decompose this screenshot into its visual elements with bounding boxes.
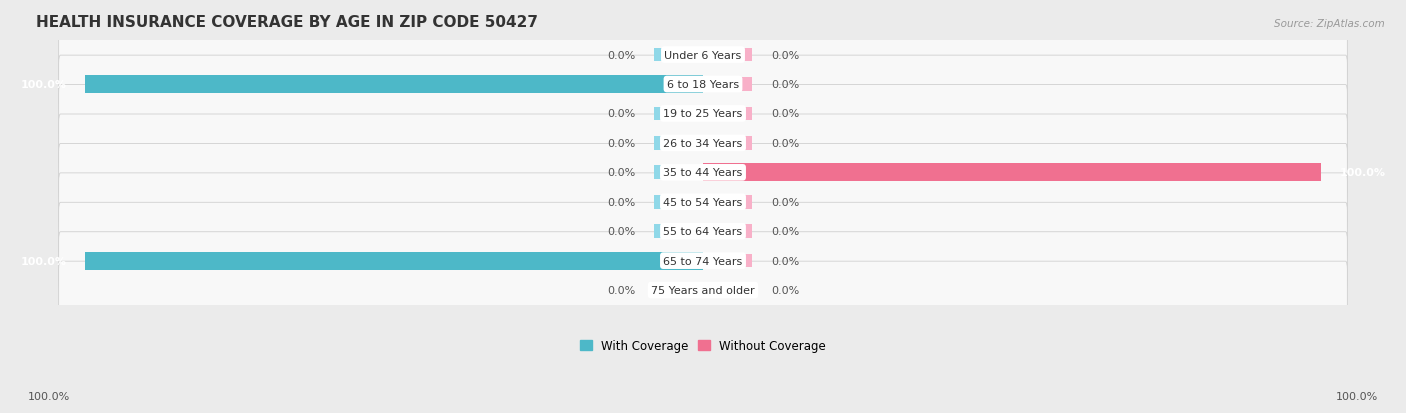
Bar — [654, 49, 703, 62]
Text: 0.0%: 0.0% — [607, 50, 636, 60]
Bar — [86, 252, 703, 270]
Text: 35 to 44 Years: 35 to 44 Years — [664, 168, 742, 178]
Text: 0.0%: 0.0% — [770, 139, 799, 149]
Text: 0.0%: 0.0% — [607, 168, 636, 178]
Text: 0.0%: 0.0% — [770, 197, 799, 207]
FancyBboxPatch shape — [59, 203, 1347, 261]
Text: 0.0%: 0.0% — [607, 139, 636, 149]
FancyBboxPatch shape — [59, 26, 1347, 84]
Text: Source: ZipAtlas.com: Source: ZipAtlas.com — [1274, 19, 1385, 28]
Text: 0.0%: 0.0% — [607, 197, 636, 207]
Text: 100.0%: 100.0% — [21, 80, 66, 90]
FancyBboxPatch shape — [59, 115, 1347, 172]
Text: 100.0%: 100.0% — [1340, 168, 1385, 178]
Text: Under 6 Years: Under 6 Years — [665, 50, 741, 60]
Text: 100.0%: 100.0% — [28, 391, 70, 401]
Text: 0.0%: 0.0% — [770, 285, 799, 295]
Text: 0.0%: 0.0% — [770, 256, 799, 266]
Text: 45 to 54 Years: 45 to 54 Years — [664, 197, 742, 207]
Text: 0.0%: 0.0% — [770, 80, 799, 90]
Bar — [86, 76, 703, 94]
Text: 0.0%: 0.0% — [770, 50, 799, 60]
FancyBboxPatch shape — [59, 232, 1347, 290]
Bar — [654, 195, 703, 209]
Text: 65 to 74 Years: 65 to 74 Years — [664, 256, 742, 266]
Bar — [654, 137, 703, 150]
Bar — [654, 225, 703, 238]
FancyBboxPatch shape — [59, 56, 1347, 114]
Text: 0.0%: 0.0% — [770, 109, 799, 119]
Text: 100.0%: 100.0% — [21, 256, 66, 266]
Bar — [703, 284, 752, 297]
FancyBboxPatch shape — [59, 144, 1347, 202]
Bar — [703, 164, 1320, 182]
Bar — [703, 78, 752, 92]
Text: 0.0%: 0.0% — [770, 227, 799, 237]
Text: 100.0%: 100.0% — [1336, 391, 1378, 401]
Text: 19 to 25 Years: 19 to 25 Years — [664, 109, 742, 119]
Text: 0.0%: 0.0% — [607, 227, 636, 237]
Text: HEALTH INSURANCE COVERAGE BY AGE IN ZIP CODE 50427: HEALTH INSURANCE COVERAGE BY AGE IN ZIP … — [35, 15, 537, 30]
Bar — [654, 107, 703, 121]
Text: 75 Years and older: 75 Years and older — [651, 285, 755, 295]
Text: 6 to 18 Years: 6 to 18 Years — [666, 80, 740, 90]
FancyBboxPatch shape — [59, 173, 1347, 231]
Bar — [703, 254, 752, 268]
Bar — [703, 107, 752, 121]
Bar — [703, 225, 752, 238]
Bar — [703, 49, 752, 62]
Text: 55 to 64 Years: 55 to 64 Years — [664, 227, 742, 237]
Bar — [703, 195, 752, 209]
Bar — [654, 166, 703, 180]
FancyBboxPatch shape — [59, 85, 1347, 143]
Text: 0.0%: 0.0% — [607, 109, 636, 119]
Text: 26 to 34 Years: 26 to 34 Years — [664, 139, 742, 149]
Legend: With Coverage, Without Coverage: With Coverage, Without Coverage — [575, 335, 831, 357]
Bar — [654, 284, 703, 297]
FancyBboxPatch shape — [59, 261, 1347, 319]
Text: 0.0%: 0.0% — [607, 285, 636, 295]
Bar — [703, 137, 752, 150]
